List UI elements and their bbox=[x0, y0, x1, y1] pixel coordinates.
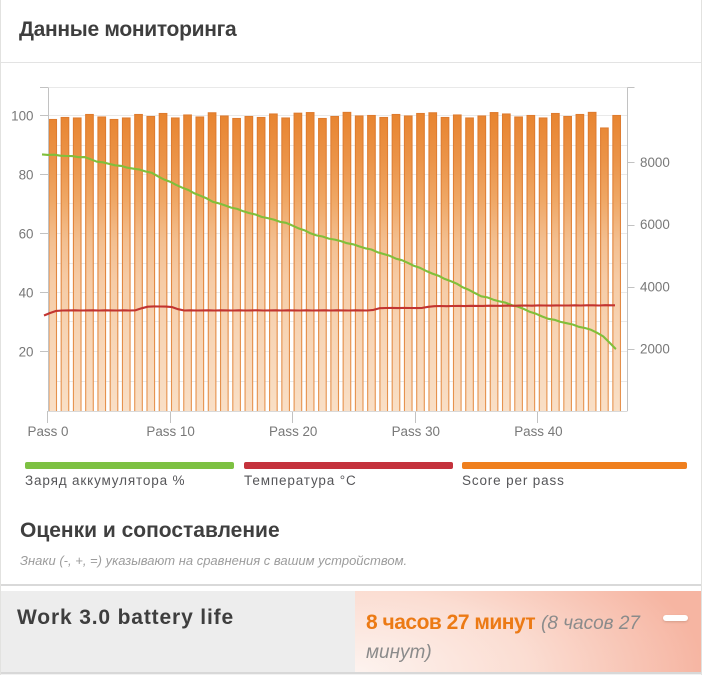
svg-text:Pass 20: Pass 20 bbox=[269, 424, 317, 439]
svg-text:Pass 0: Pass 0 bbox=[28, 424, 69, 439]
svg-text:Pass 30: Pass 30 bbox=[392, 424, 440, 439]
svg-text:2000: 2000 bbox=[640, 341, 670, 356]
svg-text:4000: 4000 bbox=[640, 279, 670, 294]
svg-text:80: 80 bbox=[19, 168, 34, 183]
svg-text:40: 40 bbox=[19, 286, 34, 301]
svg-text:100: 100 bbox=[11, 109, 33, 124]
svg-text:Pass 40: Pass 40 bbox=[514, 424, 562, 439]
svg-text:Pass 10: Pass 10 bbox=[146, 424, 194, 439]
svg-text:8000: 8000 bbox=[640, 155, 670, 170]
svg-text:60: 60 bbox=[19, 227, 34, 242]
svg-text:20: 20 bbox=[19, 345, 34, 360]
svg-text:6000: 6000 bbox=[640, 217, 670, 232]
